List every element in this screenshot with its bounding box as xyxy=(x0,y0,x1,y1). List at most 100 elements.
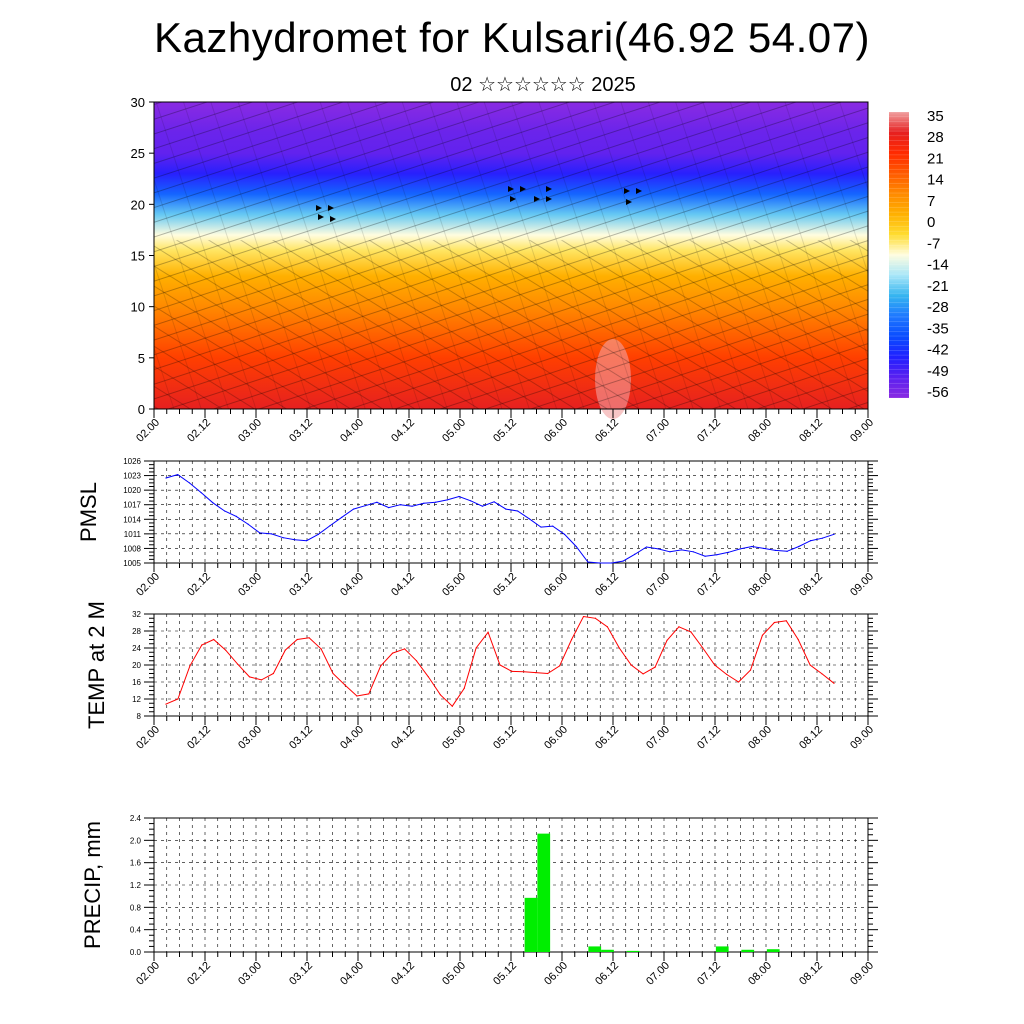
pmsl-point xyxy=(563,533,566,535)
precip-x-tick-label: 04.12 xyxy=(389,960,417,988)
heatmap-y-tick-label: 0 xyxy=(138,402,145,417)
heatmap-x-tick-label: 03.00 xyxy=(236,417,264,445)
precip-x-tick-label: 04.00 xyxy=(338,960,366,988)
pmsl-x-tick-label: 05.00 xyxy=(440,571,468,599)
heatmap-x-tick-label: 08.00 xyxy=(746,417,774,445)
temp-point xyxy=(594,617,597,619)
pmsl-x-tick-label: 03.12 xyxy=(287,571,315,599)
temp-point xyxy=(260,679,263,681)
wind-flag xyxy=(508,186,514,192)
pmsl-point xyxy=(716,554,718,556)
temp-point xyxy=(547,672,549,675)
temp-point xyxy=(714,664,716,666)
pmsl-point xyxy=(188,482,191,484)
precip-y-tick-label: 0.8 xyxy=(130,903,142,912)
pmsl-point xyxy=(212,502,214,504)
pmsl-point xyxy=(610,562,612,564)
colorbar-label: 21 xyxy=(927,150,944,167)
heatmap-y-tick-label: 30 xyxy=(131,95,145,110)
precip-bar xyxy=(524,897,538,952)
temp-x-tick-label: 08.12 xyxy=(797,724,825,752)
pmsl-y-tick-label: 1020 xyxy=(123,486,141,495)
pmsl-point xyxy=(493,501,495,503)
precip-y-tick-label: 1.2 xyxy=(130,881,142,890)
pmsl-point xyxy=(329,525,331,527)
pmsl-point xyxy=(423,502,425,504)
pmsl-point xyxy=(177,474,179,476)
temp-x-tick-label: 03.12 xyxy=(287,724,315,752)
precip-x-tick-label: 02.12 xyxy=(185,960,213,988)
heatmap-x-tick-label: 03.12 xyxy=(287,417,315,445)
chart-title: Kazhydromet for Kulsari(46.92 54.07) xyxy=(153,14,871,61)
temp-point xyxy=(570,638,573,641)
temp-point xyxy=(272,672,274,675)
precip-x-tick-label: 05.12 xyxy=(491,960,519,988)
pmsl-point xyxy=(751,545,753,548)
wind-flag xyxy=(636,188,642,194)
temp-x-tick-label: 08.00 xyxy=(746,724,774,752)
precip-panel: 0.0 0.4 0.8 1.2 1.6 2.0 2.4 PRECIP, mm 02.00 02.1… xyxy=(80,814,878,988)
temp-y-tick-label: 8 xyxy=(137,712,142,721)
pmsl-point xyxy=(481,505,484,507)
temp-x-tick-label: 06.00 xyxy=(542,724,570,752)
pmsl-y-tick-label: 1017 xyxy=(123,501,141,510)
precip-x-tick-label: 07.12 xyxy=(695,960,723,988)
pmsl-point xyxy=(575,545,577,548)
temp-point xyxy=(320,648,322,650)
precip-x-tick-label: 02.00 xyxy=(134,960,162,988)
precip-x-tick-label: 09.00 xyxy=(848,960,876,988)
heatmap-x-tick-label: 08.12 xyxy=(797,417,825,445)
pmsl-point xyxy=(470,500,472,502)
precip-bar xyxy=(715,946,729,952)
pmsl-point xyxy=(587,561,589,563)
pmsl-x-tick-label: 02.00 xyxy=(134,571,162,599)
temp-point xyxy=(165,703,167,705)
pmsl-y-tick-label: 1026 xyxy=(123,457,141,466)
temp-point xyxy=(225,649,227,651)
precip-x-tick-label: 06.00 xyxy=(542,960,570,988)
pmsl-point xyxy=(341,516,343,518)
pmsl-point xyxy=(516,510,519,512)
temp-x-tick-label: 02.00 xyxy=(134,724,162,752)
pmsl-point xyxy=(786,550,788,552)
temp-point xyxy=(606,626,608,628)
colorbar-label: -7 xyxy=(927,235,940,252)
temp-point xyxy=(785,620,787,622)
colorbar-label: 28 xyxy=(927,129,944,146)
temp-point xyxy=(535,672,537,674)
wind-flag xyxy=(534,196,540,202)
wind-flag xyxy=(624,188,630,194)
temp-point xyxy=(296,638,298,641)
heatmap-y-tick-label: 10 xyxy=(131,300,145,315)
colorbar-label: 0 xyxy=(927,214,935,231)
temp-x-tick-label: 09.00 xyxy=(848,724,876,752)
pmsl-point xyxy=(270,533,273,535)
pmsl-x-tick-label: 02.12 xyxy=(185,571,213,599)
pmsl-point xyxy=(200,491,202,494)
heatmap-x-tick-label: 02.00 xyxy=(134,417,162,445)
pmsl-x-tick-label: 05.12 xyxy=(491,571,519,599)
pmsl-point xyxy=(364,505,366,507)
precip-y-tick-label: 1.6 xyxy=(130,859,142,868)
temp-point xyxy=(332,672,334,675)
temp-point xyxy=(726,673,728,675)
chart-subtitle: 02 ☆☆☆☆☆☆ 2025 xyxy=(450,74,636,96)
heatmap-x-tick-label: 02.12 xyxy=(185,417,213,445)
pmsl-line xyxy=(165,474,835,564)
pmsl-y-axis-label: PMSL xyxy=(76,482,101,542)
temp-y-tick-label: 28 xyxy=(132,627,141,636)
temp-point xyxy=(427,676,430,678)
precip-x-tick-label: 03.12 xyxy=(287,960,315,988)
temp-point xyxy=(344,684,346,686)
temp-point xyxy=(821,673,823,675)
pmsl-point xyxy=(774,549,777,551)
colorbar-label: 35 xyxy=(927,108,944,125)
temp-x-tick-label: 07.00 xyxy=(644,724,672,752)
temperature-heatmap-panel: 0 5 10 15 20 25 30 02.00 02.12 03.00 03.12 04.00 04.… xyxy=(131,95,949,445)
precip-x-tick-label: 06.12 xyxy=(593,960,621,988)
temp-point xyxy=(380,665,382,667)
precip-bar xyxy=(601,949,614,952)
temp-point xyxy=(737,681,740,683)
pmsl-x-tick-label: 06.00 xyxy=(542,571,570,599)
pmsl-point xyxy=(505,508,507,510)
